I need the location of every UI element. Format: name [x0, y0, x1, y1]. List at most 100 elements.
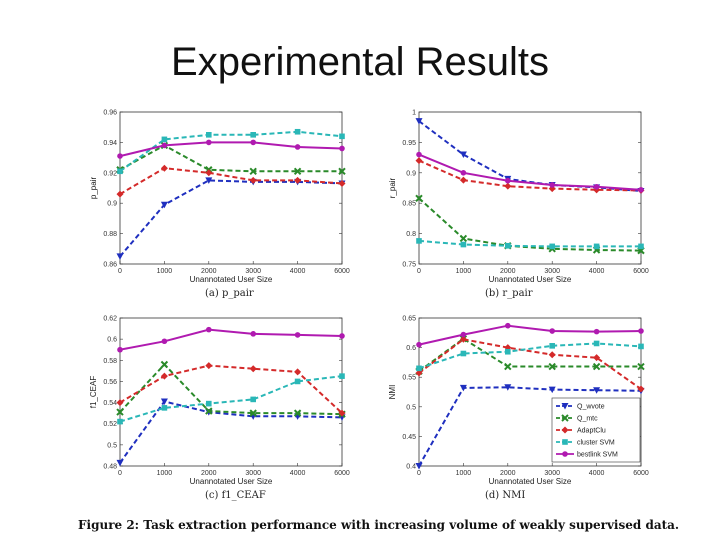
y-axis-label: NMI: [388, 385, 397, 400]
chart-c: 0.48 0.5 0.52 0.54 0.56 0.58 0.6 0.62 0 1000 2000 3…: [89, 316, 350, 502]
data-point: [116, 399, 124, 407]
series-bestlinkSVM: [416, 151, 644, 193]
y-tick-label: 0.6: [406, 345, 416, 352]
y-tick-label: 0.95: [402, 140, 416, 147]
y-tick-label: 0.5: [406, 404, 416, 411]
data-point: [117, 346, 123, 353]
y-tick-label: 0.86: [103, 262, 117, 269]
x-tick-label: 1000: [456, 268, 472, 275]
data-point: [294, 368, 302, 376]
legend-label: cluster SVM: [577, 440, 615, 447]
series-adaptclu: [116, 362, 346, 417]
chart-a: 0.86 0.88 0.9 0.92 0.94 0.96 0 1000 2000 3000 4000…: [89, 110, 350, 300]
series-adaptclu: [116, 164, 346, 198]
data-point: [549, 182, 555, 188]
data-point: [250, 331, 256, 337]
data-point: [160, 372, 168, 380]
y-tick-label: 0.54: [103, 400, 117, 407]
data-point: [505, 322, 511, 329]
data-point: [339, 145, 345, 152]
data-point: [638, 187, 644, 193]
chart-subtitle: (c) f1_CEAF: [205, 490, 266, 501]
x-tick-label: 6000: [633, 470, 649, 477]
y-tick-label: 0.92: [103, 170, 117, 177]
series-line: [418, 386, 642, 467]
y-tick-label: 0.55: [402, 375, 416, 382]
y-tick-label: 0.65: [402, 316, 416, 323]
series-line: [119, 179, 343, 258]
data-point: [460, 350, 467, 357]
data-point: [160, 360, 169, 369]
data-point: [459, 151, 467, 159]
slide-title: Experimental Results: [171, 40, 549, 84]
x-tick-label: 2000: [500, 268, 516, 275]
series-clusterSVM: [117, 128, 345, 175]
data-point: [415, 369, 423, 377]
legend-item-adaptclu: AdaptClu: [556, 426, 606, 435]
data-point: [160, 398, 168, 406]
chart-subtitle: (a) p_pair: [205, 288, 254, 299]
x-tick-label: 4000: [589, 470, 605, 477]
data-point: [205, 362, 213, 370]
data-point: [250, 139, 256, 146]
x-tick-label: 3000: [544, 268, 560, 275]
data-point: [250, 132, 256, 138]
legend-marker: [562, 451, 568, 457]
data-point: [416, 341, 422, 348]
y-tick-label: 0.45: [402, 434, 416, 441]
data-point: [338, 179, 346, 187]
data-point: [638, 328, 644, 334]
data-point: [249, 176, 257, 184]
chart-b: 0.75 0.8 0.85 0.9 0.95 1 0 1000 2000 3000 4000 6000…: [388, 110, 649, 300]
y-tick-label: 1: [412, 110, 416, 117]
series-clusterSVM: [416, 238, 644, 250]
plot-area: [119, 111, 343, 265]
data-point: [293, 409, 302, 417]
data-point: [415, 118, 423, 125]
x-tick-label: 6000: [334, 268, 350, 275]
data-point: [117, 153, 123, 159]
legend-item-clusterSVM: cluster SVM: [556, 439, 615, 447]
legend-item-wvote: Q_wvote: [556, 403, 605, 411]
series-line: [418, 153, 642, 191]
y-tick-label: 0.4: [406, 464, 416, 471]
data-point: [505, 242, 511, 249]
x-tick-label: 3000: [544, 470, 560, 477]
legend: Q_wvote Q_mtc AdaptClu cluster SVM bestlink …: [551, 397, 641, 463]
data-point: [294, 128, 301, 135]
data-point: [504, 362, 512, 371]
x-tick-label: 2000: [201, 470, 217, 477]
data-point: [249, 167, 257, 175]
figure-caption: Figure 2: Task extraction performance wi…: [78, 518, 680, 532]
x-tick-label: 2000: [500, 470, 516, 477]
data-point: [505, 177, 511, 184]
series-line: [418, 338, 642, 390]
data-point: [117, 418, 123, 425]
data-point: [161, 142, 168, 149]
data-point: [549, 343, 555, 349]
x-axis-label: Unannotated User Size: [489, 477, 572, 486]
data-point: [593, 328, 600, 335]
data-point: [459, 234, 468, 243]
chart-d: 0.4 0.45 0.5 0.55 0.6 0.65 0 1000 2000 3000 4000 60…: [388, 316, 649, 502]
legend-label: bestlink SVM: [577, 452, 618, 459]
x-tick-label: 1000: [157, 268, 173, 275]
data-point: [637, 362, 645, 371]
x-tick-label: 4000: [589, 268, 605, 275]
data-point: [161, 405, 168, 411]
y-axis-label: p_pair: [89, 177, 98, 200]
x-tick-label: 0: [118, 268, 122, 275]
y-axis-label: r_pair: [388, 177, 397, 198]
data-point: [593, 340, 600, 347]
y-tick-label: 0.75: [402, 262, 416, 269]
legend-item-mtc: Q_mtc: [556, 414, 598, 423]
legend-label: Q_wvote: [577, 404, 605, 411]
data-point: [249, 365, 257, 373]
data-point: [206, 400, 212, 407]
series-line: [418, 159, 642, 192]
data-point: [293, 167, 302, 175]
series-line: [418, 239, 641, 248]
data-point: [548, 362, 556, 371]
series-clusterSVM: [117, 373, 345, 425]
